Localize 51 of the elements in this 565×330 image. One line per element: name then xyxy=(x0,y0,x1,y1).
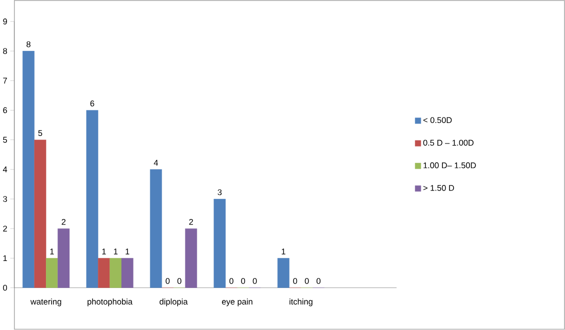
bar xyxy=(22,51,34,288)
x-tick-label: photophobia xyxy=(88,298,133,306)
y-tick-label: 6 xyxy=(3,107,7,114)
data-label: 1 xyxy=(282,248,286,254)
data-label: 0 xyxy=(166,278,170,284)
legend-label: 0.5 D – 1.00D xyxy=(423,140,474,146)
bar xyxy=(46,258,58,288)
bar xyxy=(185,228,198,288)
data-label: 1 xyxy=(102,248,106,254)
y-tick-label: 7 xyxy=(3,78,7,84)
data-label: 0 xyxy=(316,278,321,284)
data-label: 0 xyxy=(241,278,246,284)
x-tick-label: eye pain xyxy=(222,298,252,306)
data-label: 1 xyxy=(50,248,54,254)
y-tick-label: 1 xyxy=(3,255,7,262)
data-label: 6 xyxy=(90,100,94,107)
bar xyxy=(150,169,162,288)
legend-label: 1.00 D– 1.50D xyxy=(424,162,476,168)
data-label: 0 xyxy=(293,278,298,284)
bar xyxy=(34,140,46,288)
data-label: 0 xyxy=(252,278,257,284)
bar xyxy=(110,258,122,288)
y-tick-label: 4 xyxy=(2,166,8,172)
bar xyxy=(121,258,134,288)
data-label: 5 xyxy=(38,130,42,136)
bar xyxy=(214,199,226,288)
y-tick-label: 0 xyxy=(3,284,8,291)
x-tick-label: watering xyxy=(30,298,62,306)
data-label: 1 xyxy=(114,248,118,254)
y-tick-label: 9 xyxy=(3,18,7,25)
x-tick-label: itching xyxy=(290,298,312,306)
y-tick-label: 5 xyxy=(3,137,8,143)
data-label: 0 xyxy=(229,278,234,284)
data-label: 1 xyxy=(126,248,130,254)
bar xyxy=(86,110,98,288)
data-label: 3 xyxy=(218,189,222,196)
data-label: 0 xyxy=(177,278,182,284)
data-label: 4 xyxy=(154,160,158,166)
bar xyxy=(98,258,110,288)
legend-label: > 1.50 D xyxy=(423,185,454,191)
legend-label: < 0.50D xyxy=(423,117,452,124)
x-tick-label: diplopia xyxy=(160,298,188,306)
data-label: 8 xyxy=(26,42,30,48)
bar xyxy=(58,228,70,288)
y-tick-label: 3 xyxy=(3,196,7,202)
data-label: 0 xyxy=(304,278,309,284)
y-tick-label: 2 xyxy=(3,226,7,232)
data-label: 2 xyxy=(62,219,66,225)
data-label: 2 xyxy=(189,219,193,225)
y-tick-label: 8 xyxy=(3,48,7,54)
bar xyxy=(277,258,290,288)
